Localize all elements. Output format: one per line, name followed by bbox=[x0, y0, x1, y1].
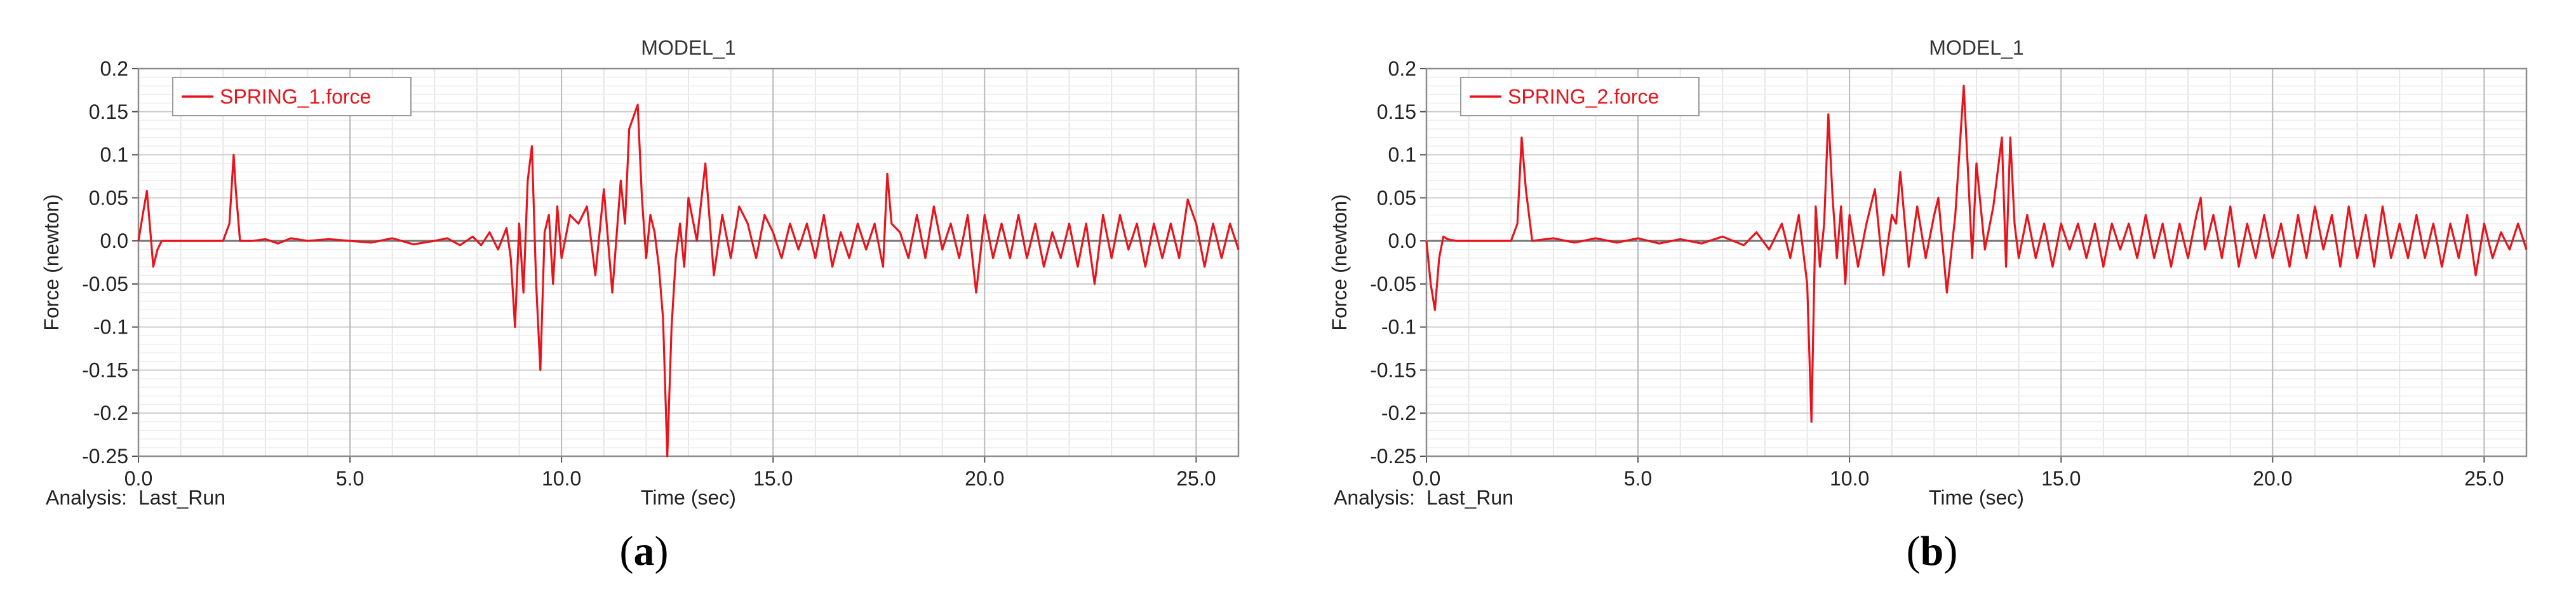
chart-svg-b: MODEL_1 0.2 0.15 0.1 0.05 0.0 -0.05 -0.1 -0.15 -0… bbox=[1328, 36, 2528, 509]
x-tick-label: 0.0 bbox=[124, 467, 152, 490]
figure-panel-b: MODEL_1 0.2 0.15 0.1 0.05 0.0 -0.05 -0.1 -0.15 -0… bbox=[1288, 0, 2576, 610]
y-tick-label: 0.0 bbox=[100, 229, 128, 252]
y-tick-label: -0.2 bbox=[1381, 402, 1416, 424]
series-line-b bbox=[1425, 85, 2528, 423]
x-tick-label: 20.0 bbox=[2253, 467, 2292, 490]
x-tick-label: 15.0 bbox=[2041, 467, 2081, 490]
x-tick-label: 15.0 bbox=[753, 467, 793, 490]
y-tick-label: -0.1 bbox=[1381, 316, 1416, 339]
x-tick-label: 25.0 bbox=[1176, 467, 1216, 490]
x-tick-label: 25.0 bbox=[2464, 467, 2504, 490]
y-tick-label: 0.0 bbox=[1388, 229, 1416, 252]
x-tick-label: 10.0 bbox=[1830, 467, 1869, 490]
legend-label: SPRING_1.force bbox=[220, 85, 371, 108]
y-axis-label: Force (newton) bbox=[40, 194, 63, 330]
y-tick-label: 0.2 bbox=[1388, 57, 1416, 80]
y-tick-label: 0.2 bbox=[100, 57, 128, 80]
analysis-value: Last_Run bbox=[138, 486, 225, 509]
x-tick-label: 20.0 bbox=[965, 467, 1004, 490]
panel-label-b: (b) bbox=[1906, 528, 1958, 574]
plot-border bbox=[137, 67, 1240, 458]
x-tick-label: 5.0 bbox=[1624, 467, 1652, 490]
y-tick-label: -0.15 bbox=[82, 358, 128, 381]
y-tick-label: 0.05 bbox=[89, 186, 128, 209]
x-tick-label: 10.0 bbox=[542, 467, 581, 490]
panel-label-a: (a) bbox=[619, 528, 669, 574]
x-axis-label: Time (sec) bbox=[641, 486, 736, 509]
chart-title: MODEL_1 bbox=[641, 36, 735, 59]
series-line-a bbox=[137, 104, 1240, 458]
y-tick-label: -0.15 bbox=[1370, 358, 1416, 381]
plot-border bbox=[1425, 67, 2528, 458]
y-tick-label: 0.15 bbox=[1377, 100, 1416, 123]
y-tick-label: -0.2 bbox=[93, 402, 128, 424]
legend: SPRING_1.force bbox=[172, 77, 412, 116]
y-tick-label: -0.05 bbox=[82, 273, 128, 295]
y-tick-label: 0.15 bbox=[89, 100, 128, 123]
y-tick-label: -0.25 bbox=[82, 445, 128, 468]
chart-svg-a: MODEL_1 0.2 0.15 0.1 0.05 0.0 -0.05 -0.1 -0.15 -0… bbox=[40, 36, 1240, 509]
y-tick-label: 0.05 bbox=[1377, 186, 1416, 209]
y-tick-label: -0.1 bbox=[93, 316, 128, 339]
x-tick-label: 5.0 bbox=[336, 467, 364, 490]
y-tick-label: -0.05 bbox=[1370, 273, 1416, 295]
x-tick-label: 0.0 bbox=[1412, 467, 1440, 490]
x-axis-label: Time (sec) bbox=[1929, 486, 2024, 509]
y-tick-label: -0.25 bbox=[1370, 445, 1416, 468]
legend: SPRING_2.force bbox=[1460, 77, 1700, 116]
y-tick-label: 0.1 bbox=[100, 144, 128, 166]
analysis-label: Analysis: bbox=[1334, 486, 1415, 509]
chart-title: MODEL_1 bbox=[1929, 36, 2023, 59]
figure-panel-a: MODEL_1 0.2 0.15 0.1 0.05 0.0 -0.05 -0.1 -0.15 -0… bbox=[40, 36, 1240, 574]
analysis-value: Last_Run bbox=[1426, 486, 1513, 509]
y-tick-label: 0.1 bbox=[1388, 144, 1416, 166]
legend-label: SPRING_2.force bbox=[1508, 85, 1659, 108]
analysis-label: Analysis: bbox=[46, 486, 127, 509]
y-axis-label: Force (newton) bbox=[1328, 194, 1351, 330]
